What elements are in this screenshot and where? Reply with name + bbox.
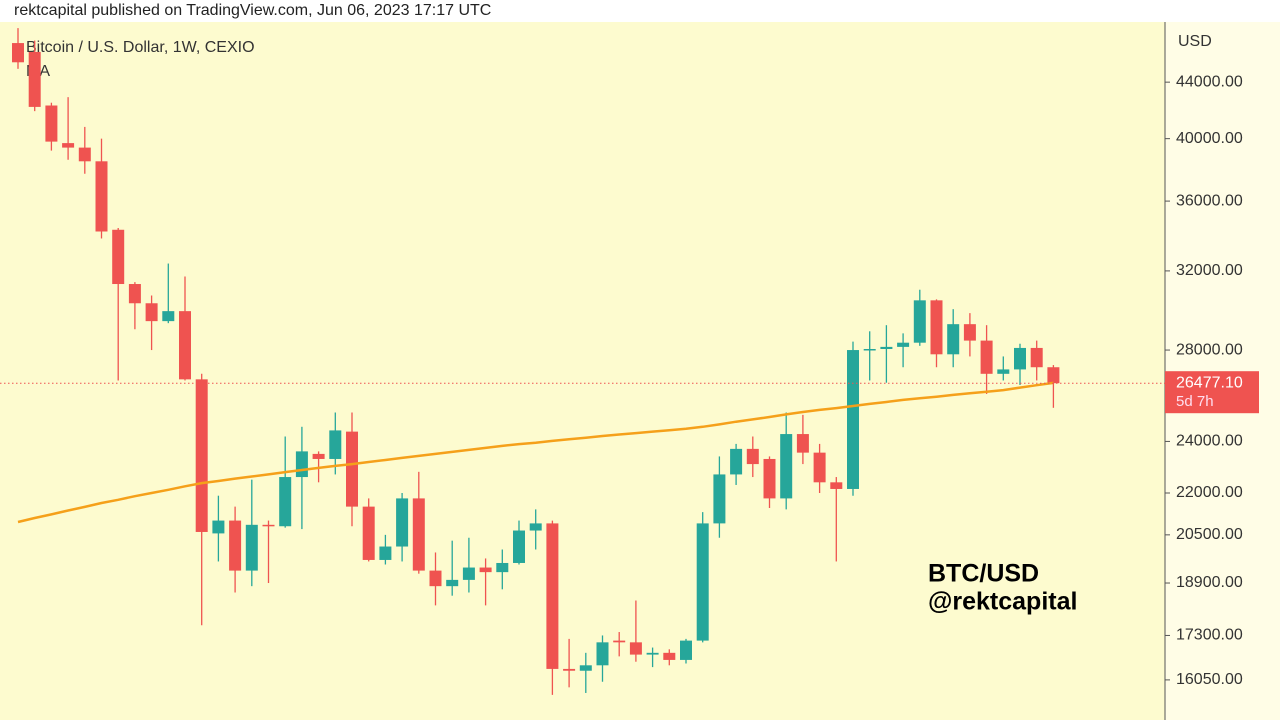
candle-body (763, 458, 776, 499)
candle-body (680, 640, 692, 660)
plot-area (0, 22, 1165, 720)
candle-body (145, 303, 158, 322)
candle-body (212, 520, 225, 534)
candle-body (62, 143, 75, 148)
candle-body (245, 524, 258, 571)
candle-body (295, 451, 308, 478)
candle-body (1030, 347, 1043, 368)
candle-body (880, 346, 893, 349)
candle-body (12, 43, 24, 63)
y-tick-label: 24000.00 (1176, 433, 1243, 450)
candle-body (162, 311, 175, 322)
y-tick-label: 36000.00 (1176, 192, 1243, 209)
candle-body (546, 523, 559, 669)
candle-body (479, 567, 492, 573)
candle-body (696, 523, 709, 641)
candle-body (713, 474, 726, 524)
candle-body (847, 350, 859, 489)
y-tick-label: 32000.00 (1176, 262, 1243, 279)
candle-body (45, 105, 58, 142)
y-tick-label: 20500.00 (1176, 526, 1243, 543)
y-tick-label: 17300.00 (1176, 627, 1243, 644)
candle-body (930, 300, 943, 355)
countdown: 5d 7h (1176, 393, 1214, 410)
moving-average (17, 381, 1054, 524)
candle-body (195, 379, 208, 532)
y-tick-label: 18900.00 (1176, 574, 1243, 591)
candle-body (95, 161, 108, 232)
candle-body (913, 300, 926, 343)
candle-body (229, 520, 242, 571)
candle-body (613, 640, 626, 643)
candle-body (529, 523, 542, 531)
chart-title: Bitcoin / U.S. Dollar, 1W, CEXIO (26, 39, 255, 56)
price-axis (1165, 22, 1280, 720)
header: rektcapital published on TradingView.com… (14, 2, 491, 19)
header-band (0, 0, 1280, 22)
candle-body (646, 652, 659, 655)
candle-body (78, 147, 91, 162)
candle-body (262, 524, 275, 527)
candle-body (496, 562, 509, 573)
candle-body (112, 229, 125, 285)
candle-body (796, 434, 809, 453)
candle-body (429, 570, 442, 587)
candle-body (362, 506, 375, 560)
candle-body (780, 434, 793, 499)
last-price-box (1165, 371, 1259, 414)
watermark: @rektcapital (928, 588, 1077, 616)
candle-body (396, 498, 409, 547)
y-tick-label: 40000.00 (1176, 130, 1243, 147)
candle-body (663, 652, 676, 660)
candle-body (813, 452, 826, 483)
candle-body (513, 530, 525, 563)
watermark: BTC/USD (928, 560, 1039, 588)
candle-body (746, 448, 759, 465)
candle-body (379, 546, 392, 560)
candle-body (596, 642, 609, 666)
candle-body (947, 324, 960, 355)
candle-body (897, 342, 910, 347)
candle-body (730, 448, 743, 475)
last-price-label: 26477.10 (1176, 374, 1243, 391)
candle-body (446, 579, 459, 587)
candle-body (997, 369, 1010, 374)
y-tick-label: 44000.00 (1176, 73, 1243, 90)
candle-body (629, 642, 642, 655)
candle-body (863, 348, 876, 351)
candle-body (346, 431, 358, 507)
candle-body (412, 498, 425, 571)
y-tick-label: 16050.00 (1176, 671, 1243, 688)
candle-body (1014, 347, 1026, 370)
candle-body (563, 668, 576, 671)
candle-body (312, 453, 325, 459)
candle-body (963, 324, 976, 341)
candle-body (279, 477, 292, 527)
candle-body (28, 51, 41, 107)
candle-body (128, 284, 141, 304)
y-tick-label: 22000.00 (1176, 484, 1243, 501)
candle-body (179, 311, 191, 380)
y-tick-label: 28000.00 (1176, 341, 1243, 358)
candle-body (579, 665, 592, 671)
candle-body (1047, 367, 1060, 384)
axis-label: USD (1178, 33, 1212, 50)
candle-body (329, 430, 342, 459)
candle-body (462, 567, 475, 580)
candle-body (830, 482, 843, 489)
candle-body (980, 340, 993, 374)
